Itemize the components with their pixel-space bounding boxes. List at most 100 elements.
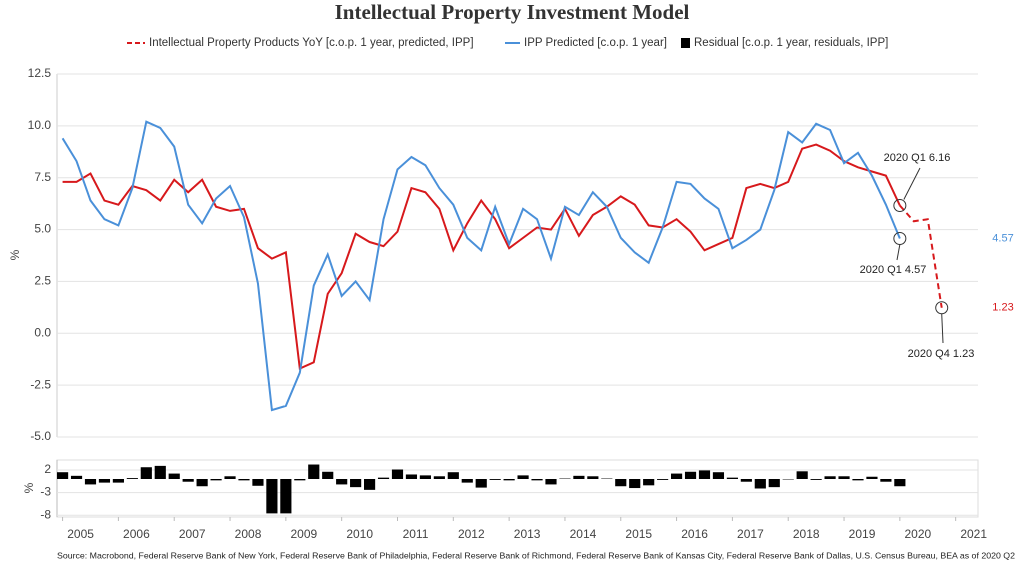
bar: [740, 479, 752, 482]
bar: [280, 479, 292, 514]
bar: [587, 476, 599, 479]
bar: [57, 472, 69, 479]
y-tick-label: 2: [44, 462, 51, 476]
bar: [252, 479, 264, 486]
last-value-label: 1.23: [992, 302, 1013, 314]
bar: [657, 479, 669, 480]
bar: [419, 475, 431, 479]
bar: [489, 479, 501, 480]
y-axis-label: %: [22, 482, 36, 493]
bar: [224, 476, 236, 479]
bar: [154, 465, 166, 479]
y-tick-label: -3: [40, 485, 51, 499]
bar: [726, 477, 738, 479]
bar: [350, 479, 362, 488]
source-note: Source: Macrobond, Federal Reserve Bank …: [57, 550, 1015, 560]
y-tick-label: -8: [40, 507, 51, 521]
bar: [824, 476, 836, 479]
x-tick-label: 2017: [737, 527, 764, 541]
bar: [308, 464, 320, 479]
y-tick-label: 7.5: [34, 170, 51, 184]
x-tick-label: 2006: [123, 527, 150, 541]
bar: [712, 472, 725, 479]
x-tick-label: 2008: [235, 527, 262, 541]
bar: [754, 479, 766, 489]
x-tick-label: 2007: [179, 527, 206, 541]
legend-label: IPP Predicted [c.o.p. 1 year]: [524, 37, 667, 49]
x-tick-label: 2016: [681, 527, 708, 541]
legend-label: Intellectual Property Products YoY [c.o.…: [149, 37, 474, 49]
bar: [810, 479, 822, 480]
bar: [517, 475, 529, 479]
x-tick-label: 2009: [291, 527, 318, 541]
bar: [447, 472, 459, 479]
bar: [112, 479, 124, 483]
bar: [531, 479, 543, 481]
series-line: [61, 120, 901, 412]
bar: [615, 479, 627, 487]
bar: [573, 475, 585, 479]
bar: [461, 479, 473, 483]
bar: [768, 479, 780, 488]
y-tick-label: 5.0: [34, 222, 51, 236]
series-line: [62, 143, 901, 371]
x-tick-label: 2011: [403, 527, 429, 541]
bar: [475, 479, 487, 488]
y-tick-label: 10.0: [28, 118, 52, 132]
bar: [182, 479, 194, 482]
bar: [880, 479, 892, 482]
y-tick-label: -2.5: [30, 377, 51, 391]
annotation-leader: [896, 244, 901, 261]
bar: [433, 476, 445, 479]
bar: [852, 479, 864, 481]
y-tick-label: 0.0: [34, 325, 51, 339]
x-tick-label: 2015: [625, 527, 652, 541]
bar: [294, 479, 306, 481]
bar: [168, 473, 180, 479]
bar: [98, 479, 111, 483]
x-tick-label: 2012: [458, 527, 485, 541]
bar: [266, 479, 278, 514]
annotation-marker: [893, 199, 907, 213]
bar: [643, 479, 655, 486]
bar: [70, 475, 83, 479]
bar: [364, 479, 376, 490]
bar: [140, 467, 152, 479]
bar: [671, 473, 683, 479]
y-axis-label: %: [8, 249, 22, 260]
x-tick-label: 2020: [905, 527, 932, 541]
annotation-label: 2020 Q4 1.23: [908, 348, 975, 360]
x-tick-label: 2014: [570, 527, 597, 541]
last-value-label: 4.57: [992, 232, 1013, 244]
bar: [377, 477, 390, 479]
x-tick-label: 2019: [849, 527, 876, 541]
annotation-leader: [941, 313, 944, 344]
y-tick-label: 2.5: [34, 274, 51, 288]
bar: [210, 479, 222, 481]
annotation-label: 2020 Q1 4.57: [860, 264, 927, 276]
bar: [698, 470, 711, 479]
bar: [336, 479, 348, 485]
bar: [866, 476, 878, 479]
annotation-label: 2020 Q1 6.16: [884, 152, 951, 164]
legend-swatch: [681, 38, 690, 48]
bar: [503, 479, 515, 481]
x-tick-label: 2018: [793, 527, 820, 541]
series-line: [899, 204, 943, 308]
x-tick-label: 2021: [960, 527, 987, 541]
x-tick-label: 2010: [346, 527, 373, 541]
x-tick-label: 2005: [67, 527, 94, 541]
bar: [684, 471, 697, 479]
bar: [796, 471, 808, 479]
x-tick-label: 2013: [514, 527, 541, 541]
annotation-leader: [903, 167, 921, 200]
y-tick-label: 12.5: [28, 66, 52, 80]
bar: [84, 479, 97, 485]
panel-frame: [56, 459, 979, 518]
bar: [894, 479, 906, 487]
bar: [838, 476, 850, 479]
bar: [196, 479, 208, 487]
legend-label: Residual [c.o.p. 1 year, residuals, IPP]: [694, 37, 888, 49]
bar: [405, 474, 418, 479]
